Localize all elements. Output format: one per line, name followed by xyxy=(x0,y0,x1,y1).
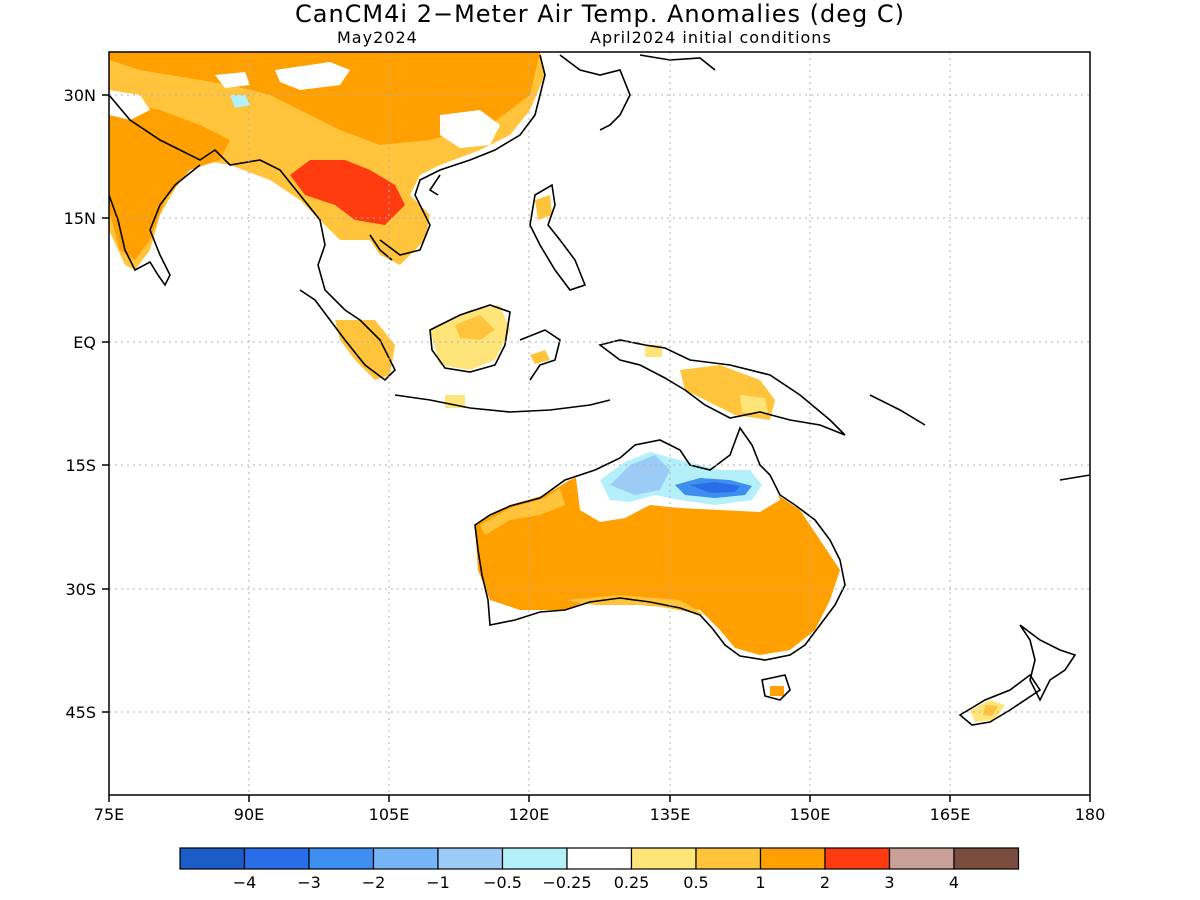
sumatra-anomaly xyxy=(335,320,395,380)
initial-conditions: April2024 initial conditions xyxy=(590,28,832,47)
coastlines xyxy=(109,54,1090,726)
colorbar-swatch xyxy=(695,847,762,870)
colorbar-label: −3 xyxy=(297,873,321,892)
india-anomaly xyxy=(109,100,230,260)
plot-frame xyxy=(108,51,1091,796)
lon-label-180: 180 xyxy=(1075,805,1106,824)
colorbar-label: 0.25 xyxy=(614,873,650,892)
colorbar-swatch xyxy=(824,847,891,870)
lat-label-eq: EQ xyxy=(73,333,96,352)
lat-label-30s: 30S xyxy=(65,580,96,599)
colorbar-swatch xyxy=(888,847,955,870)
lon-label-90e: 90E xyxy=(234,805,264,824)
lat-label-15n: 15N xyxy=(64,209,96,228)
lon-label-120e: 120E xyxy=(509,805,550,824)
colorbar-swatch xyxy=(630,847,697,870)
colorbar-label: 0.5 xyxy=(683,873,708,892)
colorbar-swatch xyxy=(501,847,568,870)
lat-label-15s: 15S xyxy=(65,456,96,475)
map-title: CanCM4i 2−Meter Air Temp. Anomalies (deg… xyxy=(294,0,905,28)
colorbar-label: 1 xyxy=(755,873,765,892)
colorbar-swatch xyxy=(243,847,310,870)
colorbar-label: −0.25 xyxy=(542,873,591,892)
colorbar-swatch xyxy=(759,847,826,870)
colorbar: −4 −3 −2 −1 −0.5 −0.25 0.25 0.5 1 2 3 4 xyxy=(179,847,1020,892)
colorbar-swatch xyxy=(953,847,1020,870)
colorbar-label: 4 xyxy=(949,873,959,892)
axis-ticks xyxy=(102,94,1091,802)
lon-label-165e: 165E xyxy=(930,805,971,824)
forecast-month: May2024 xyxy=(337,28,418,47)
colorbar-swatch xyxy=(308,847,375,870)
lat-label-30n: 30N xyxy=(64,86,96,105)
lon-label-105e: 105E xyxy=(369,805,410,824)
colorbar-label: 3 xyxy=(884,873,894,892)
colorbar-label: −1 xyxy=(426,873,450,892)
lat-label-45s: 45S xyxy=(65,703,96,722)
anomaly-shading xyxy=(109,52,1005,722)
colorbar-label: 2 xyxy=(820,873,830,892)
indochina-hot-anomaly xyxy=(290,160,405,225)
lon-label-150e: 150E xyxy=(790,805,831,824)
lon-label-75e: 75E xyxy=(94,805,124,824)
colorbar-swatch xyxy=(179,847,246,870)
graticule xyxy=(109,52,1090,795)
colorbar-label: −4 xyxy=(233,873,257,892)
lon-label-135e: 135E xyxy=(650,805,691,824)
colorbar-swatch xyxy=(566,847,633,870)
colorbar-label: −2 xyxy=(362,873,386,892)
colorbar-label: −0.5 xyxy=(483,873,522,892)
colorbar-swatch xyxy=(372,847,439,870)
colorbar-swatch xyxy=(437,847,504,870)
